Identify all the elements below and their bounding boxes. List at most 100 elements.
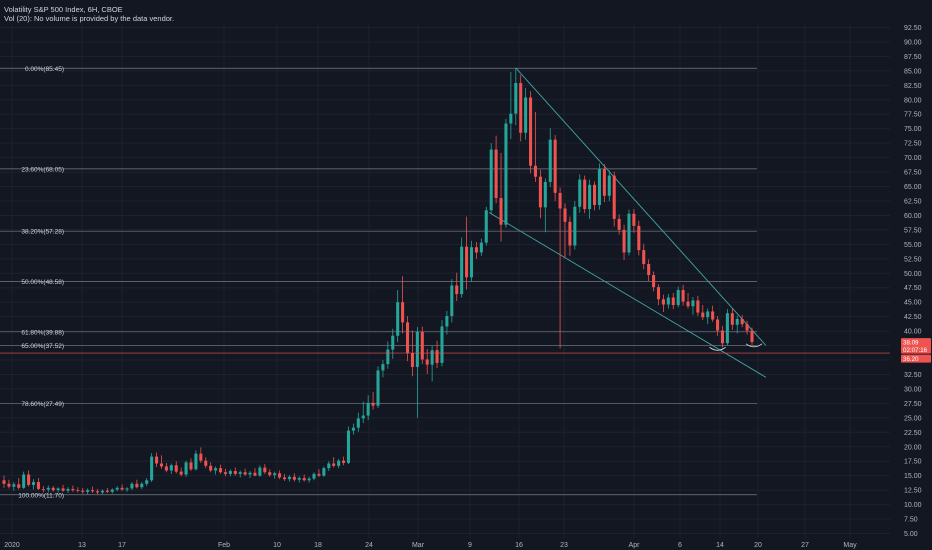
candle-body	[174, 465, 178, 472]
x-tick-label: 23	[560, 542, 568, 549]
candle-body	[504, 123, 508, 225]
y-tick-label: 50.00	[904, 271, 922, 278]
candle-body	[593, 184, 597, 206]
candle-body	[735, 318, 739, 325]
candle-body	[484, 210, 488, 243]
candle-body	[401, 302, 405, 323]
candle-body	[494, 149, 498, 199]
bottom-arc-marker	[709, 346, 726, 351]
candle-body	[642, 250, 646, 265]
candle-body	[81, 490, 85, 492]
candle-body	[381, 364, 385, 371]
candle-body	[159, 463, 163, 467]
x-tick-label: 2020	[4, 542, 20, 549]
bottom-markers	[709, 343, 763, 351]
y-tick-label: 27.50	[904, 401, 922, 408]
y-tick-label: 7.50	[904, 517, 918, 524]
candle-body	[661, 299, 665, 305]
y-tick-label: 22.50	[904, 430, 922, 437]
candle-body	[115, 487, 119, 490]
candle-body	[56, 488, 60, 491]
candle-body	[656, 287, 661, 300]
fib-level-label: 65.00%(37.52)	[21, 343, 64, 350]
x-tick-label: 16	[515, 542, 523, 549]
candle-body	[410, 353, 414, 367]
candle-body	[248, 472, 252, 475]
y-tick-label: 82.50	[904, 83, 922, 90]
bottom-arc-marker	[745, 343, 763, 348]
candle-body	[652, 275, 656, 288]
candle-body	[578, 179, 582, 207]
candle-body	[711, 311, 715, 320]
candle-body	[327, 463, 331, 469]
x-tick-label: 27	[801, 542, 809, 549]
candle-body	[686, 301, 690, 307]
y-tick-label: 10.00	[904, 502, 922, 509]
candle-body	[312, 473, 316, 479]
grid-lines	[0, 24, 890, 538]
candle-body	[120, 487, 124, 490]
candle-body	[7, 483, 11, 487]
candle-body	[681, 290, 685, 302]
candle-body	[406, 322, 410, 354]
y-tick-label: 17.50	[904, 459, 922, 466]
candle-body	[12, 484, 16, 487]
upper-trendline	[515, 67, 767, 346]
x-tick-label: 10	[273, 542, 281, 549]
price-tag	[901, 354, 931, 363]
candle-body	[716, 319, 720, 331]
candle-body	[573, 206, 577, 246]
candle-body	[499, 198, 503, 225]
fib-level-label: 61.80%(39.88)	[21, 329, 64, 336]
candle-body	[371, 402, 375, 406]
candle-body	[740, 318, 744, 325]
candle-body	[415, 331, 419, 367]
candle-body	[233, 471, 237, 474]
candle-body	[302, 477, 306, 481]
candle-body	[637, 225, 641, 251]
y-tick-label: 77.50	[904, 112, 922, 119]
chart-title: Volatility S&P 500 Index, 6H, CBOE	[4, 5, 123, 14]
x-tick-label: Mar	[412, 542, 425, 549]
candle-body	[450, 285, 454, 317]
x-tick-label: 17	[118, 542, 126, 549]
candle-body	[346, 430, 350, 463]
candle-body	[602, 168, 606, 196]
candle-body	[145, 480, 149, 484]
candle-body	[46, 487, 50, 490]
candle-body	[366, 402, 370, 416]
candle-body	[351, 427, 355, 431]
fib-level-label: 50.00%(48.58)	[21, 279, 64, 286]
candle-body	[278, 473, 282, 478]
candle-body	[209, 465, 213, 471]
candle-body	[86, 490, 90, 492]
candle-body	[725, 313, 729, 344]
candle-body	[287, 476, 291, 480]
candle-body	[204, 460, 208, 466]
candle-body	[76, 490, 80, 491]
y-tick-label: 67.50	[904, 170, 922, 177]
candle-body	[95, 491, 100, 493]
candle-body	[356, 418, 360, 428]
fib-level-label: 38.20%(57.28)	[21, 229, 64, 236]
candle-body	[105, 490, 109, 492]
fib-level-label: 100.00%(11.70)	[18, 492, 64, 499]
fib-level-label: 23.60%(68.05)	[21, 166, 64, 173]
price-tag	[901, 345, 931, 354]
candle-body	[32, 482, 36, 485]
candle-body	[140, 483, 144, 488]
volume-note: Vol (20): No volume is provided by the d…	[4, 14, 175, 23]
y-tick-label: 62.50	[904, 198, 922, 205]
y-tick-label: 55.00	[904, 242, 922, 249]
candle-body	[538, 176, 542, 208]
candle-body	[219, 468, 223, 473]
price-tag-label: 38.09	[903, 340, 919, 347]
candle-body	[41, 488, 45, 490]
candle-body	[701, 312, 705, 318]
candle-body	[627, 213, 631, 253]
candle-body	[750, 330, 754, 343]
y-tick-label: 47.50	[904, 285, 922, 292]
candle-body	[474, 247, 478, 253]
candle-body	[543, 181, 547, 208]
